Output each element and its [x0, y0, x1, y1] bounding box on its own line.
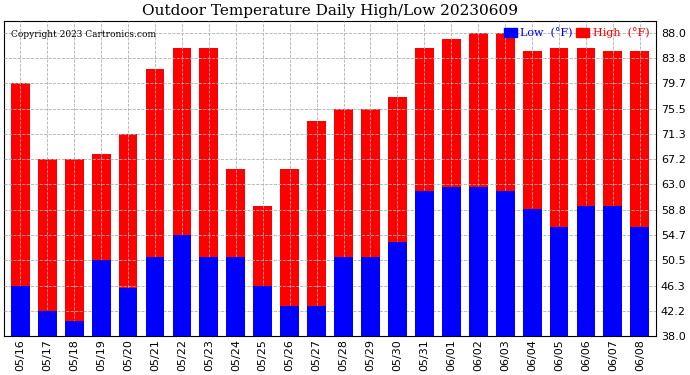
- Bar: [172, 235, 191, 336]
- Bar: [604, 206, 622, 336]
- Bar: [38, 159, 57, 336]
- Bar: [495, 190, 515, 336]
- Bar: [199, 257, 218, 336]
- Bar: [334, 257, 353, 336]
- Bar: [549, 227, 569, 336]
- Bar: [549, 48, 569, 336]
- Bar: [631, 51, 649, 336]
- Bar: [172, 48, 191, 336]
- Bar: [65, 159, 83, 336]
- Bar: [522, 51, 542, 336]
- Bar: [226, 169, 245, 336]
- Bar: [469, 33, 488, 336]
- Bar: [388, 96, 407, 336]
- Bar: [334, 109, 353, 336]
- Bar: [92, 154, 110, 336]
- Bar: [119, 288, 137, 336]
- Bar: [253, 286, 272, 336]
- Bar: [495, 33, 515, 336]
- Bar: [146, 257, 164, 336]
- Bar: [280, 306, 299, 336]
- Bar: [469, 188, 488, 336]
- Bar: [146, 69, 164, 336]
- Bar: [307, 121, 326, 336]
- Bar: [226, 257, 245, 336]
- Bar: [415, 190, 434, 336]
- Bar: [38, 310, 57, 336]
- Legend: Low  (°F), High  (°F): Low (°F), High (°F): [502, 26, 651, 39]
- Bar: [388, 242, 407, 336]
- Bar: [442, 39, 461, 336]
- Bar: [604, 51, 622, 336]
- Bar: [65, 321, 83, 336]
- Bar: [11, 286, 30, 336]
- Bar: [361, 109, 380, 336]
- Bar: [415, 48, 434, 336]
- Bar: [119, 134, 137, 336]
- Bar: [253, 206, 272, 336]
- Bar: [631, 227, 649, 336]
- Bar: [307, 306, 326, 336]
- Title: Outdoor Temperature Daily High/Low 20230609: Outdoor Temperature Daily High/Low 20230…: [142, 4, 518, 18]
- Bar: [92, 260, 110, 336]
- Bar: [442, 188, 461, 336]
- Bar: [522, 209, 542, 336]
- Bar: [361, 257, 380, 336]
- Text: Copyright 2023 Cartronics.com: Copyright 2023 Cartronics.com: [10, 30, 156, 39]
- Bar: [199, 48, 218, 336]
- Bar: [577, 206, 595, 336]
- Bar: [11, 83, 30, 336]
- Bar: [577, 48, 595, 336]
- Bar: [280, 169, 299, 336]
